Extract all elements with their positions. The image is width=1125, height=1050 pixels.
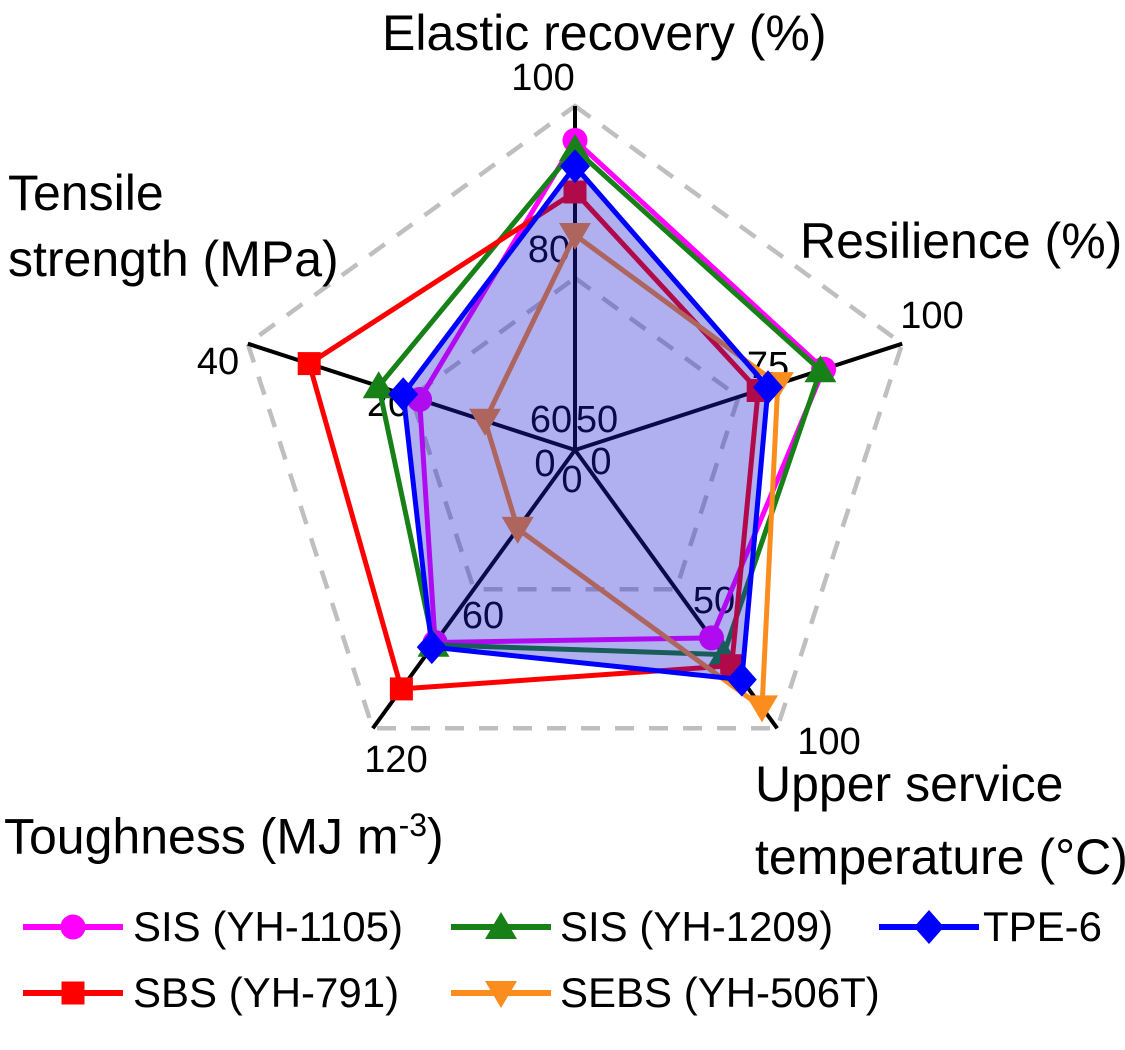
- tick-label: 120: [364, 739, 427, 781]
- series-marker-diamond-icon: [726, 662, 757, 697]
- tick-label: 60: [462, 595, 504, 637]
- series-line: [417, 136, 827, 646]
- series-marker-triangle-up-icon: [559, 134, 591, 161]
- tick-label: 40: [197, 341, 239, 383]
- axis-title-tensile-strength: Tensile strength (MPa): [8, 160, 339, 292]
- series-marker-triangle-down-icon: [559, 223, 591, 250]
- axis-title-upper-service-line2: temperature (°C): [755, 829, 1125, 885]
- series-marker-diamond-icon: [388, 377, 419, 412]
- axis-title-upper-service-line1: Upper service: [755, 756, 1064, 812]
- series-marker-triangle-up-icon: [804, 355, 837, 383]
- series-line: [400, 162, 771, 683]
- series-marker-circle-icon: [699, 625, 724, 651]
- tick-label: 0: [590, 441, 611, 483]
- series-marker-diamond-icon: [753, 370, 783, 405]
- axis-title-tensile-line2: strength (MPa): [8, 231, 339, 287]
- series-fill-area: [403, 166, 768, 680]
- tick-label: 60: [530, 399, 572, 441]
- series-marker-triangle-down-icon: [501, 516, 534, 544]
- series-line: [306, 188, 761, 692]
- tick-label: 50: [576, 399, 618, 441]
- tick-label: 100: [797, 721, 860, 763]
- axis-title-upper-service-temperature: Upper service temperature (°C): [755, 748, 1125, 894]
- axis-title-toughness-prefix: Toughness (MJ m: [4, 808, 399, 865]
- series-marker-triangle-up-icon: [362, 371, 395, 399]
- series-marker-diamond-icon: [560, 149, 590, 184]
- axis-title-elastic-recovery: Elastic recovery (%): [382, 5, 827, 61]
- axis-title-toughness: Toughness (MJ m-3): [4, 796, 444, 866]
- tick-label: 0: [534, 443, 555, 485]
- axis-title-toughness-superscript: -3: [398, 807, 428, 843]
- axis-title-tensile-line1: Tensile: [8, 165, 164, 221]
- series-line: [376, 145, 824, 658]
- series-marker-triangle-down-icon: [469, 408, 501, 436]
- tick-label: 0: [561, 459, 582, 501]
- series-marker-square-icon: [297, 352, 321, 376]
- axis-title-toughness-suffix: ): [427, 808, 444, 865]
- series-marker-square-icon: [389, 677, 413, 701]
- tick-label: 100: [900, 295, 963, 337]
- axis-spoke: [574, 341, 903, 452]
- series-marker-triangle-down-icon: [746, 695, 778, 723]
- axis-title-resilience: Resilience (%): [800, 213, 1123, 269]
- series-marker-square-icon: [563, 180, 587, 204]
- tick-label: 100: [511, 57, 574, 99]
- series-marker-diamond-icon: [416, 630, 447, 665]
